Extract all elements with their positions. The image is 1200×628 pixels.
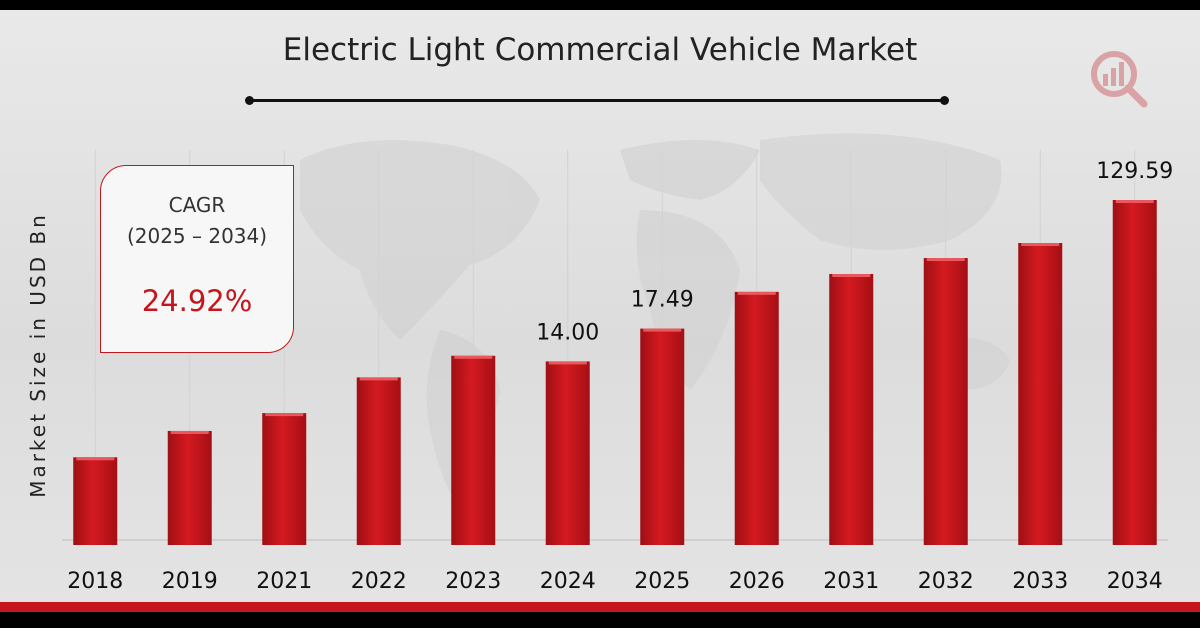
x-tick-label: 2034: [1107, 569, 1163, 594]
bar-highlight: [832, 274, 871, 278]
x-tick-label: 2018: [67, 569, 123, 594]
bar-highlight: [1021, 243, 1060, 246]
bar-2023: [451, 355, 496, 545]
x-tick-label: 2021: [256, 569, 312, 594]
x-tick-label: 2033: [1012, 569, 1068, 594]
bar-highlight: [548, 361, 587, 365]
bar-highlight: [926, 258, 965, 262]
bar-highlight: [1115, 200, 1154, 203]
chart-canvas: Electric Light Commercial Vehicle Market…: [0, 10, 1200, 612]
bar-2024: [545, 361, 590, 545]
bar-highlight: [643, 328, 682, 332]
cagr-title: CAGR: [168, 193, 226, 217]
bar-2018: [73, 457, 118, 545]
bar-2025: [640, 328, 685, 545]
bottom-accent-bar: [0, 602, 1200, 612]
x-tick-label: 2026: [729, 569, 785, 594]
title-rule-left-dot: [245, 96, 254, 105]
cagr-period: (2025 – 2034): [126, 224, 268, 248]
x-tick-label: 2031: [823, 569, 879, 594]
bar-2034: [1112, 200, 1157, 545]
x-tick-label: 2024: [540, 569, 596, 594]
bar-highlight: [76, 457, 115, 461]
x-tick-label: 2022: [351, 569, 407, 594]
x-tick-label: 2019: [162, 569, 218, 594]
data-label: 129.59: [1096, 159, 1173, 184]
cagr-callout: CAGR (2025 – 2034) 24.92%: [100, 165, 294, 353]
x-tick-label: 2032: [918, 569, 974, 594]
bar-2031: [829, 274, 874, 545]
bar-2026: [734, 291, 779, 545]
research-chart-magnifier-icon: [1091, 51, 1148, 108]
title-underline: [250, 99, 944, 102]
bar-2022: [356, 377, 401, 545]
bar-2032: [923, 258, 968, 545]
data-label: 17.49: [631, 288, 694, 313]
bar-highlight: [454, 355, 493, 359]
cagr-value: 24.92%: [141, 284, 253, 318]
x-tick-label: 2023: [445, 569, 501, 594]
chart-title: Electric Light Commercial Vehicle Market: [282, 32, 918, 68]
title-rule-right-dot: [940, 96, 949, 105]
data-label: 14.00: [536, 320, 599, 345]
bar-2033: [1018, 243, 1063, 545]
bar-chart: 2018 2019 2021 2022 2023 2024 2025 2026 2031 2032…: [62, 150, 1173, 594]
bar-highlight: [737, 291, 776, 295]
bar-2021: [262, 413, 307, 545]
bar-2019: [167, 430, 212, 545]
bar-highlight: [359, 377, 398, 381]
x-tick-label: 2025: [634, 569, 690, 594]
bar-highlight: [265, 413, 304, 417]
bar-highlight: [170, 430, 209, 434]
